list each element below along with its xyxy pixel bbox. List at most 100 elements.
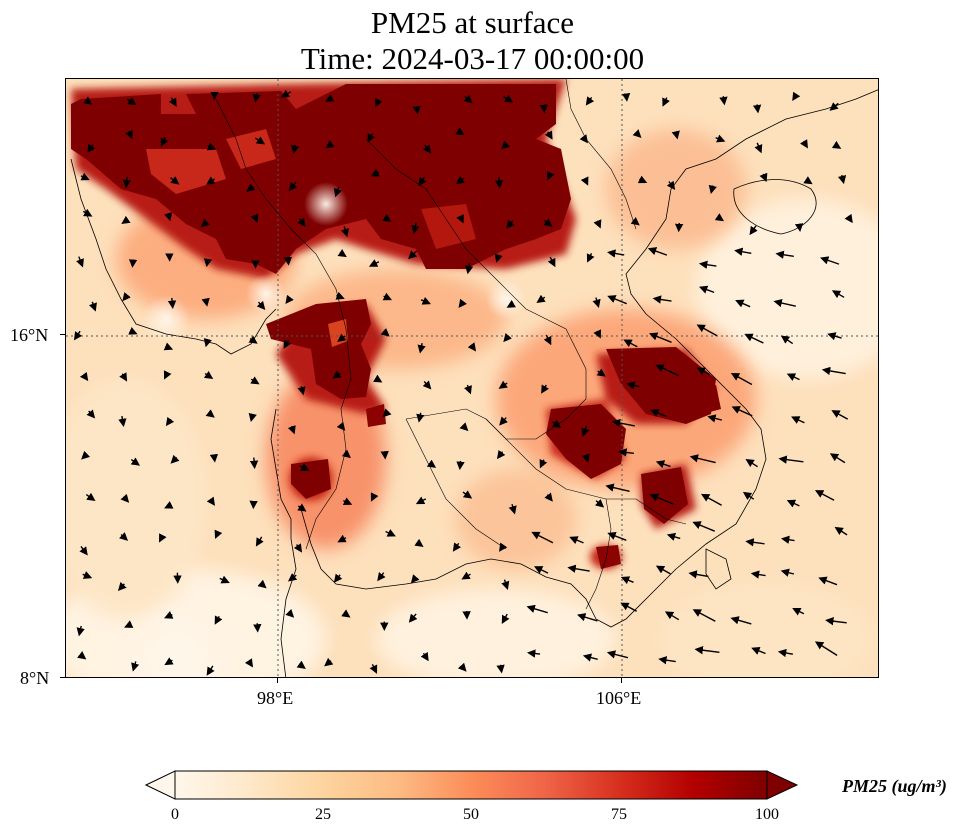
wind-arrow xyxy=(792,91,801,102)
wind-arrow xyxy=(749,225,758,236)
colorbar-extend-high xyxy=(766,770,799,800)
wind-arrow xyxy=(626,381,640,390)
wind-arrow xyxy=(592,297,601,308)
wind-arrow xyxy=(719,96,728,106)
wind-arrow xyxy=(533,566,549,574)
wind-arrow xyxy=(829,102,839,111)
wind-arrow xyxy=(837,174,847,185)
wind-arrow xyxy=(637,175,648,184)
wind-arrow xyxy=(203,258,213,268)
wind-arrow xyxy=(814,490,835,501)
wind-arrow xyxy=(87,143,96,154)
wind-arrow xyxy=(283,339,292,350)
wind-arrow xyxy=(408,250,418,260)
wind-arrow xyxy=(775,250,794,259)
xtick-mark-106 xyxy=(621,678,622,683)
wind-arrow xyxy=(567,564,590,573)
wind-arrow xyxy=(780,568,795,577)
wind-arrow xyxy=(422,144,432,154)
colorbar-tick-75: 75 xyxy=(611,806,627,823)
wind-arrow xyxy=(160,136,169,147)
wind-arrow xyxy=(831,410,849,420)
map-panel[interactable] xyxy=(65,78,879,678)
wind-arrow xyxy=(333,573,343,583)
lon-label-106: 106°E xyxy=(596,688,642,708)
wind-arrow xyxy=(121,215,131,224)
wind-arrow xyxy=(536,294,546,303)
wind-arrow xyxy=(203,338,212,348)
wind-arrow xyxy=(164,212,173,222)
wind-arrow xyxy=(246,183,256,192)
wind-arrow xyxy=(581,453,590,463)
wind-arrow xyxy=(751,646,766,655)
wind-arrow xyxy=(621,92,631,102)
wind-arrow xyxy=(655,565,671,575)
wind-arrow xyxy=(287,573,298,582)
wind-arrow xyxy=(786,373,800,381)
wind-arrow xyxy=(82,208,93,217)
wind-arrow xyxy=(333,186,342,198)
wind-arrow xyxy=(77,651,87,660)
wind-arrow xyxy=(607,249,625,258)
wind-arrow xyxy=(201,297,210,307)
wind-arrow xyxy=(79,371,89,382)
wind-arrow xyxy=(569,536,584,545)
wind-arrow xyxy=(420,651,429,662)
wind-arrow xyxy=(632,129,642,138)
wind-arrow xyxy=(170,454,180,464)
wind-arrow xyxy=(206,665,215,676)
wind-arrow xyxy=(501,613,510,625)
wind-arrow xyxy=(168,97,177,107)
wind-arrow xyxy=(544,130,553,140)
wind-arrow xyxy=(341,449,351,459)
wind-arrow xyxy=(707,414,722,423)
light-patches xyxy=(116,182,526,677)
wind-arrow xyxy=(244,658,254,668)
map-subtitle: Time: 2024-03-17 00:00:00 xyxy=(300,41,645,76)
wind-arrow xyxy=(455,127,465,136)
wind-arrow xyxy=(664,611,680,621)
colorbar-tick-25: 25 xyxy=(315,806,331,823)
wind-arrow xyxy=(332,370,342,379)
wind-arrow xyxy=(593,329,602,339)
wind-arrow xyxy=(501,140,511,150)
wind-arrow xyxy=(698,260,717,269)
wind-arrow xyxy=(744,333,764,344)
wind-arrow xyxy=(499,542,508,552)
wind-arrow xyxy=(79,545,88,556)
wind-arrow xyxy=(467,342,477,352)
wind-arrow xyxy=(117,581,127,591)
wind-arrow xyxy=(647,247,668,256)
wind-arrow xyxy=(76,625,85,637)
wind-arrow xyxy=(694,646,720,655)
wind-arrow xyxy=(708,184,717,195)
wind-arrow xyxy=(256,300,266,311)
wind-arrow xyxy=(248,335,258,344)
wind-arrow xyxy=(297,217,306,227)
wind-arrow xyxy=(426,459,437,468)
wind-arrow xyxy=(461,571,471,580)
wind-arrow xyxy=(618,448,634,457)
wind-arrow xyxy=(255,536,264,547)
wind-arrow xyxy=(607,295,627,305)
wind-arrow xyxy=(163,370,172,380)
wind-arrow xyxy=(552,419,562,428)
wind-arrow xyxy=(291,144,300,154)
wind-arrow xyxy=(341,226,350,238)
wind-arrow xyxy=(285,294,294,305)
wind-arrow xyxy=(411,222,420,234)
wind-arrow xyxy=(417,342,426,354)
wind-arrow xyxy=(742,491,755,501)
wind-arrow xyxy=(773,298,796,308)
wind-arrow xyxy=(825,617,847,626)
wind-arrow xyxy=(377,572,386,582)
wind-arrow xyxy=(745,459,758,468)
wind-arrow xyxy=(662,97,670,107)
wind-arrow xyxy=(296,660,306,669)
wind-arrow xyxy=(373,374,383,383)
wind-arrow xyxy=(671,130,680,140)
wind-arrow xyxy=(791,416,805,424)
wind-arrow xyxy=(714,213,725,222)
wind-arrow xyxy=(385,529,396,537)
wind-arrow xyxy=(650,409,667,418)
